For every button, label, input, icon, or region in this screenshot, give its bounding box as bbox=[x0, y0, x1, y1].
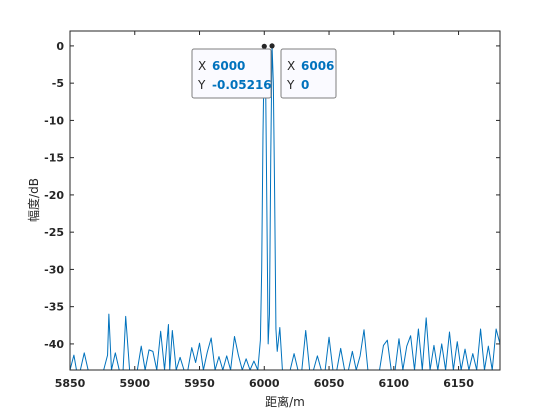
datatip-2-y-value: 0 bbox=[301, 78, 309, 92]
datatip-2[interactable]: X 6006 Y 0 bbox=[280, 48, 337, 99]
datatip-1-y-value: -0.05216 bbox=[212, 78, 272, 92]
y-tick-label: -10 bbox=[44, 114, 64, 127]
y-axis-label: 幅度/dB bbox=[26, 178, 41, 222]
x-tick-label: 6150 bbox=[443, 377, 474, 390]
y-tick-label: -35 bbox=[44, 301, 64, 314]
datatip-1-x-value: 6000 bbox=[212, 59, 245, 73]
y-tick-label: 0 bbox=[56, 40, 64, 53]
y-tick-label: -40 bbox=[44, 338, 64, 351]
x-tick-label: 5850 bbox=[55, 377, 86, 390]
datatip-1[interactable]: X 6000 Y -0.05216 bbox=[191, 48, 272, 99]
datatip-1-x-key: X bbox=[198, 59, 206, 73]
datatip-1-box bbox=[191, 48, 272, 99]
datatip-1-y-key: Y bbox=[197, 78, 206, 92]
datatip-markers bbox=[261, 43, 275, 49]
series-line-1 bbox=[69, 45, 501, 371]
x-tick-label: 6100 bbox=[378, 377, 409, 390]
x-axis-ticks: 5850 5900 5950 6000 6050 6100 6150 bbox=[55, 31, 474, 390]
datatip-marker-2[interactable] bbox=[269, 43, 275, 49]
datatip-marker-1[interactable] bbox=[261, 43, 267, 49]
datatip-2-x-key: X bbox=[287, 59, 295, 73]
x-tick-label: 6050 bbox=[314, 377, 345, 390]
y-axis-ticks: 0 -5 -10 -15 -20 -25 -30 -35 -40 bbox=[44, 40, 500, 351]
y-tick-label: -15 bbox=[44, 152, 64, 165]
datatip-2-x-value: 6006 bbox=[301, 59, 334, 73]
x-tick-label: 5950 bbox=[184, 377, 215, 390]
y-tick-label: -20 bbox=[44, 189, 64, 202]
plot-frame bbox=[69, 30, 501, 371]
y-tick-label: -30 bbox=[44, 263, 64, 276]
x-tick-label: 6000 bbox=[249, 377, 280, 390]
y-tick-label: -5 bbox=[52, 77, 64, 90]
x-axis-label: 距离/m bbox=[265, 394, 305, 409]
series-layer bbox=[69, 45, 501, 371]
y-tick-label: -25 bbox=[44, 226, 64, 239]
x-tick-label: 5900 bbox=[119, 377, 150, 390]
datatip-2-y-key: Y bbox=[286, 78, 295, 92]
datatip-2-box bbox=[280, 48, 337, 99]
